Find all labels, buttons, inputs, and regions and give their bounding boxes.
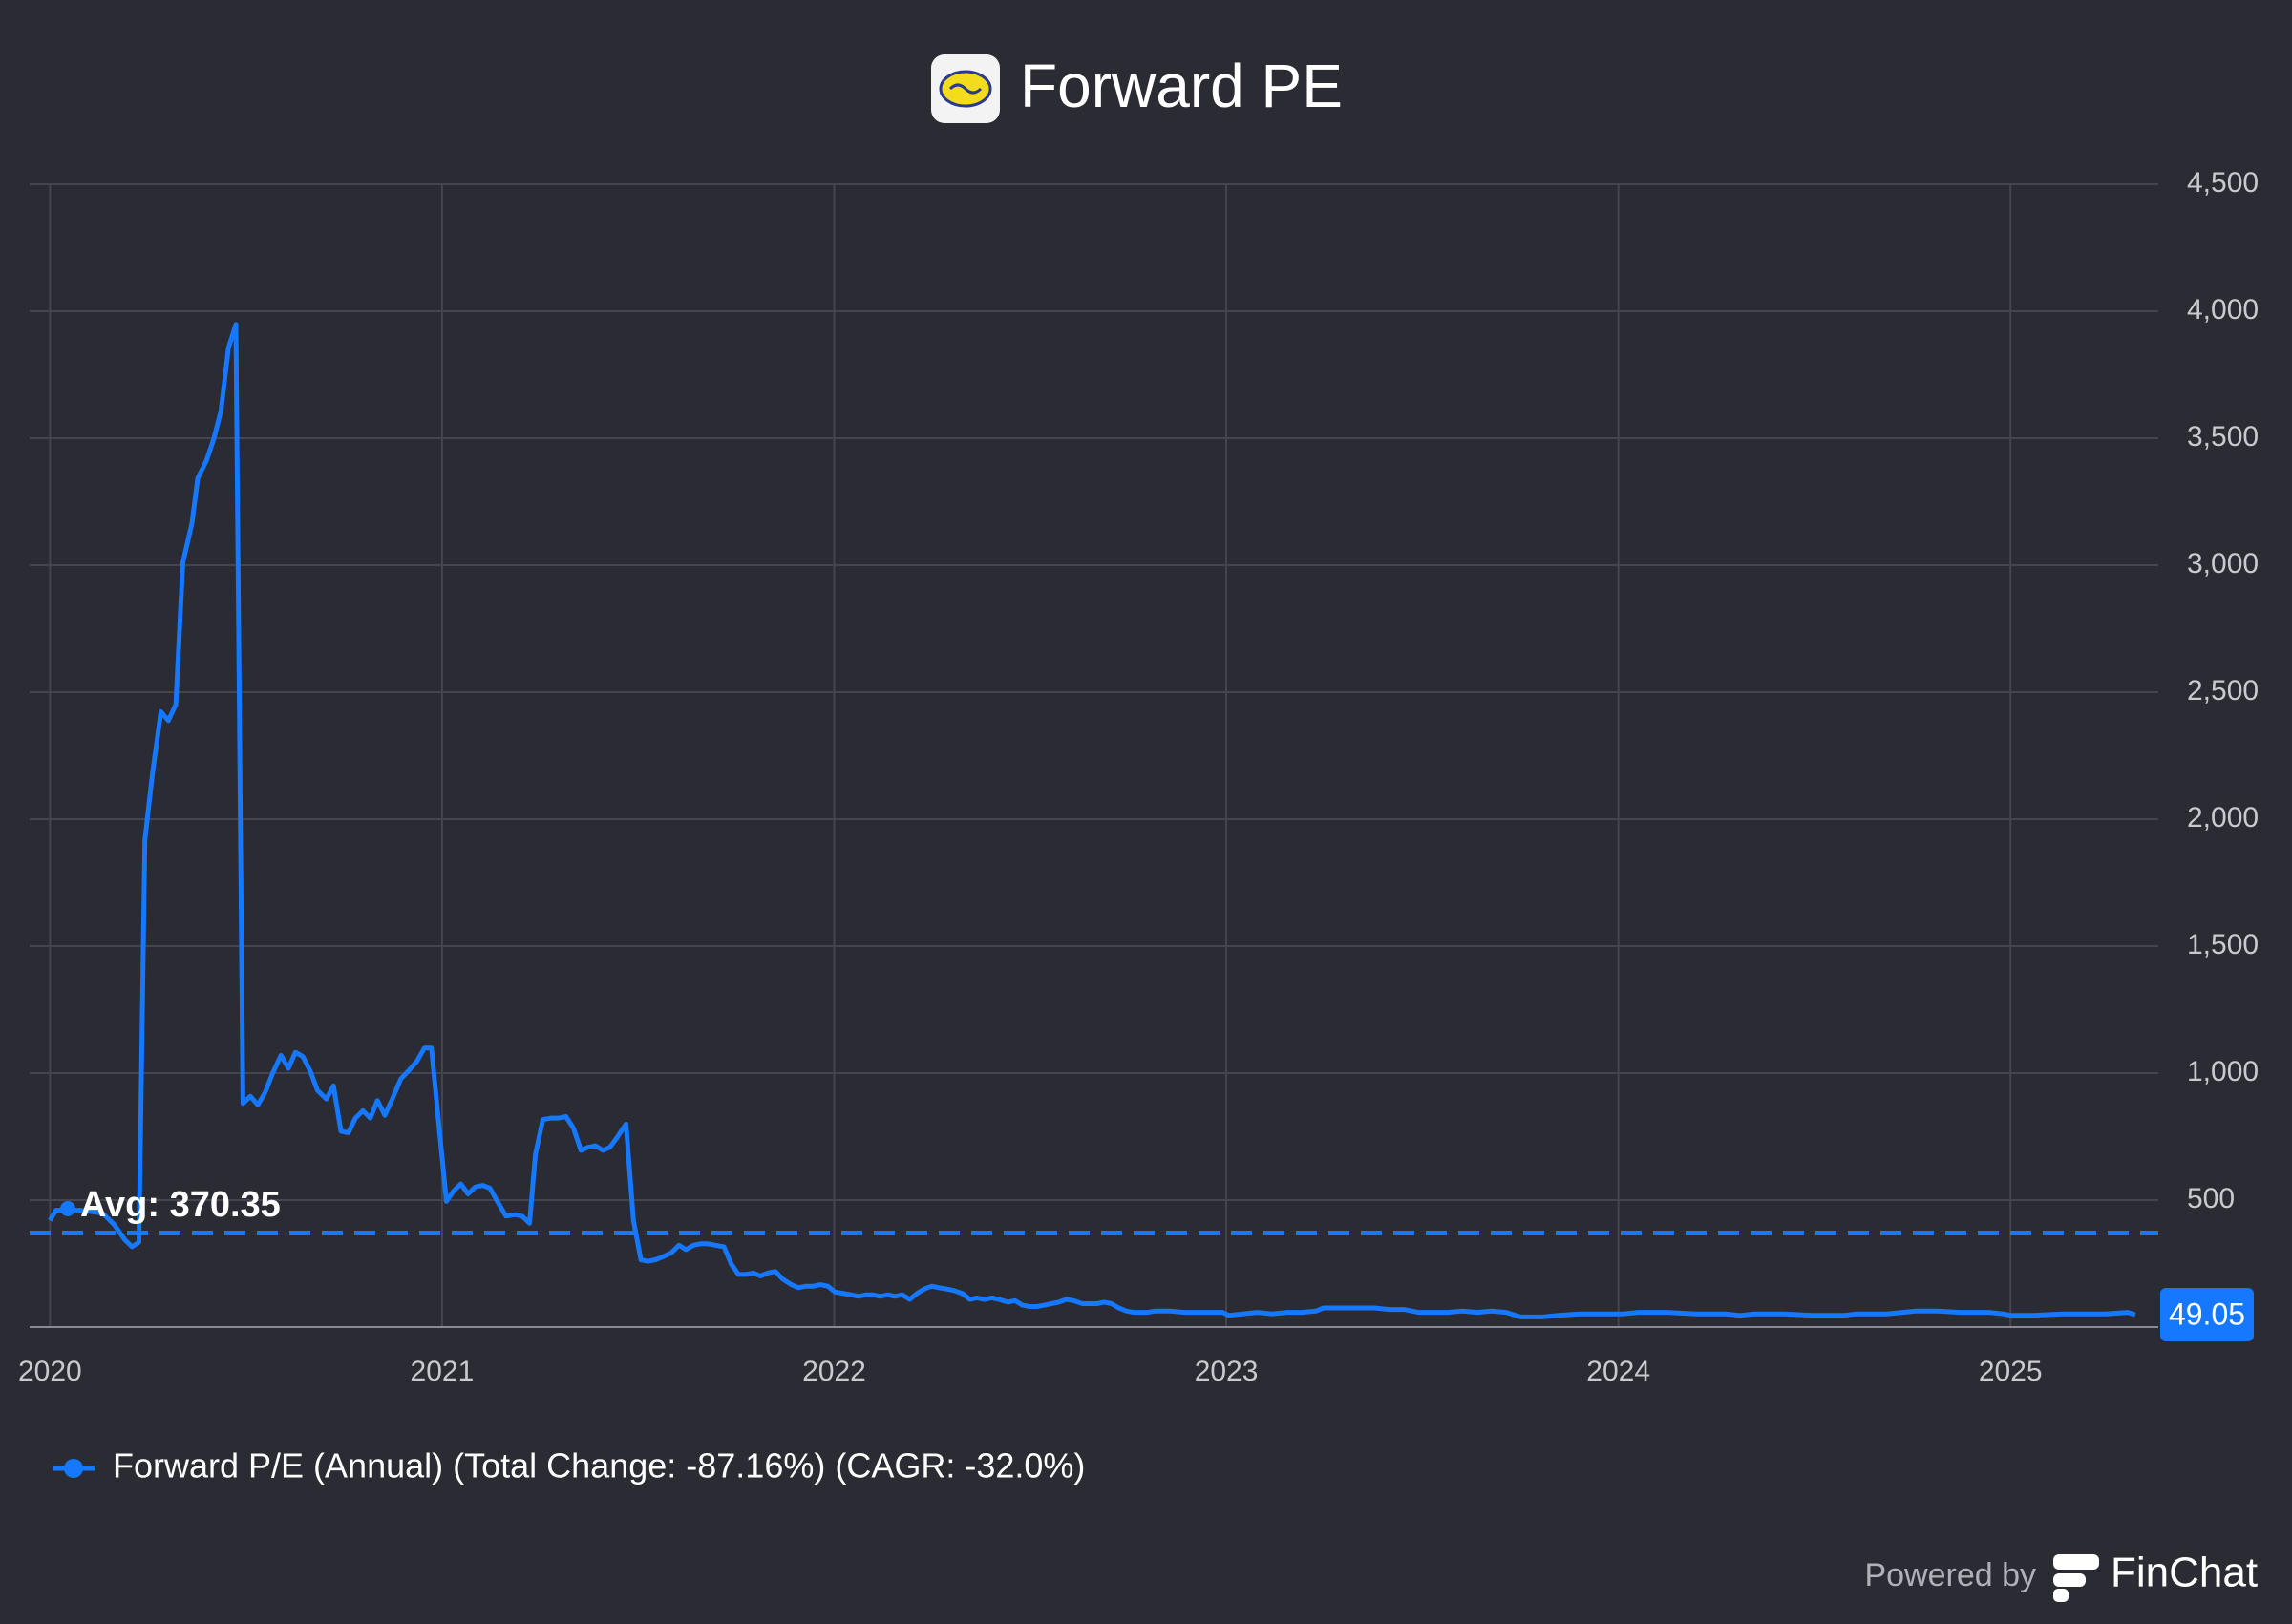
x-tick-label: 2021 <box>411 1356 475 1387</box>
x-tick-label: 2022 <box>802 1356 866 1387</box>
y-tick-label: 4,500 <box>2187 167 2259 199</box>
brand: FinChat <box>2111 1550 2258 1596</box>
y-tick-label: 3,500 <box>2187 421 2259 453</box>
legend-label: Forward P/E (Annual) (Total Change: -87.… <box>113 1446 1085 1486</box>
brand-icon <box>2053 1554 2099 1602</box>
legend-marker <box>64 1459 83 1478</box>
x-tick-label: 2023 <box>1195 1356 1259 1387</box>
powered-by: Powered by <box>1864 1557 2036 1593</box>
y-tick-label: 500 <box>2187 1183 2235 1214</box>
series-line <box>48 322 2136 1319</box>
y-tick-label: 4,000 <box>2187 294 2259 326</box>
x-tick-label: 2025 <box>1979 1356 2043 1387</box>
y-tick-label: 1,000 <box>2187 1056 2259 1087</box>
last-value-label: 49.05 <box>2169 1297 2245 1331</box>
legend: Forward P/E (Annual) (Total Change: -87.… <box>53 1446 1085 1486</box>
y-tick-label: 2,000 <box>2187 802 2259 833</box>
x-tick-label: 2020 <box>18 1356 82 1387</box>
average-marker <box>60 1201 75 1216</box>
average-label: Avg: 370.35 <box>80 1185 281 1225</box>
last-value-badge <box>2160 1287 2254 1341</box>
chart-title: Forward PE <box>1020 52 1343 120</box>
y-tick-label: 3,000 <box>2187 548 2259 580</box>
logo <box>931 54 1000 123</box>
y-tick-label: 2,500 <box>2187 675 2259 707</box>
x-tick-label: 2024 <box>1586 1356 1650 1387</box>
y-tick-label: 1,500 <box>2187 929 2259 960</box>
